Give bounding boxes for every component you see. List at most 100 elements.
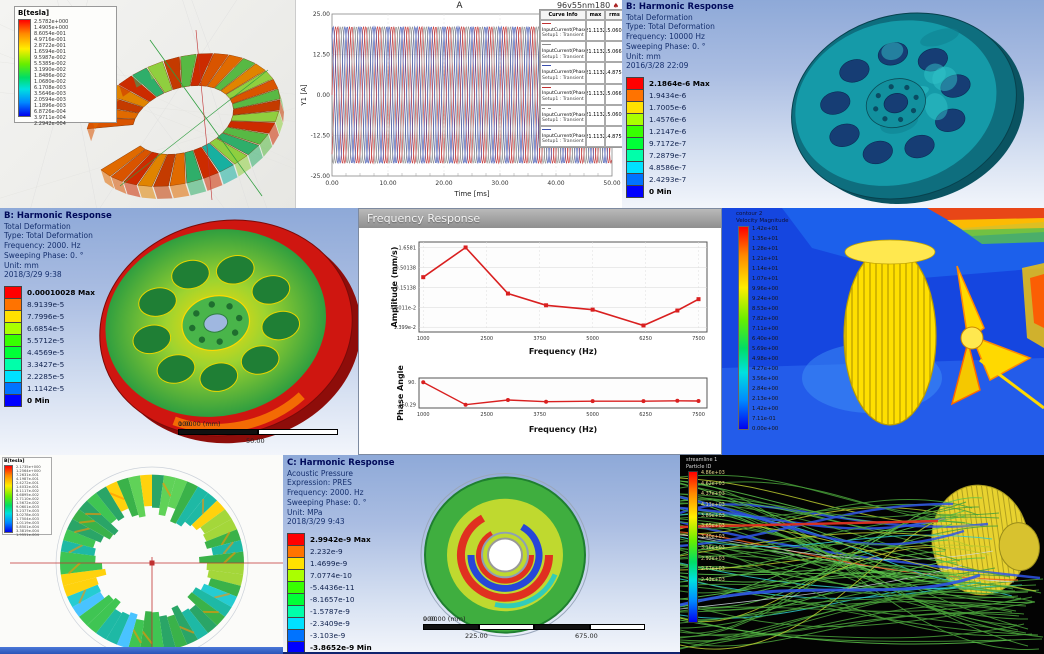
info-line: Total Deformation [4,221,71,231]
legend-entry: 1.9434e-6 [626,88,734,102]
ruler-label: 900.00 (mm) [423,615,466,623]
info-line: Sweeping Phase: 0. ° [626,41,706,51]
svg-text:3750: 3750 [533,412,546,418]
curve-max-cell: 21.1132 [586,20,605,42]
panel-harmonic-10000[interactable]: B: Harmonic Response Total Deformation Ty… [622,0,1044,208]
curve-max-cell: 21.1132 [586,126,605,148]
svg-text:5000: 5000 [586,336,599,342]
legend-value: -5.4436e-11 [310,582,355,592]
info-line: Sweeping Phase: 0. ° [4,250,84,260]
ruler-segment [178,429,258,435]
legend-entry: 9.7172e-7 [626,136,734,150]
legend-entry: 3.3427e-5 [4,357,112,371]
legend-header-line: contour 2 [736,211,763,217]
legend-entry: -5.4436e-11 [287,580,394,594]
colorbar-tick: 7.11e-01 [752,416,776,422]
colorbar-tick: 4.1987e-001 [16,477,39,481]
colorbar-tick: 4.62e+03 [701,481,725,487]
svg-text:0.00: 0.00 [317,92,331,99]
window-titlebar[interactable]: Frequency Response [359,209,721,228]
colorbar-tick: 1.07e+01 [752,276,779,282]
info-line: Frequency: 10000 Hz [626,32,705,42]
colorbar-tick: 5.2377e-003 [16,509,39,513]
result-legend: 0.00010028 Max 8.9139e-5 7.7996e-5 6.6854e-… [4,285,112,407]
panel-current-plot[interactable]: A 96v55nm180 ♠ 25.00 12.50 0.00 -12.50 -25.0… [295,0,623,208]
legend-title: B[tesla] [4,459,25,464]
colorbar-tick: 3.65e+03 [701,524,725,530]
colorbar-tick: 8.1117e-002 [16,489,39,493]
colorbar-tick: 2.7110e-002 [16,497,39,501]
legend-entry: 4.4569e-5 [4,345,112,359]
colorbar-tick: 2.67e+03 [701,567,725,573]
colorbar-tick: 3.9711e-004 [34,115,66,121]
curve-max-cell: 21.1132 [586,62,605,84]
curve-name-cell: InputCurrent(PhaseD)Setup1 : Transient [540,104,586,127]
curve-sample-icon [542,44,551,46]
colorbar-tick: 5.69e+00 [752,346,779,352]
panel-streamlines[interactable]: streamline 1 Particle ID 4.86e+03 4.62e+03… [680,455,1044,654]
panel-harmonic-2000[interactable]: B: Harmonic Response Total Deformation Ty… [0,208,358,455]
legend-entry: -3.8652e-9 Min [287,640,394,652]
info-line: Total Deformation [626,12,693,22]
table-header: Curve Info [540,10,586,20]
curve-rms-cell: 14.8750 [605,126,623,148]
svg-text:12.50: 12.50 [313,52,330,59]
rotor-field-view [10,466,283,654]
frequency-response-charts[interactable]: 1.65810.501380.151384.6011e-21.399e-2100… [359,228,721,454]
legend-header-line: streamline 1 [686,457,718,463]
colorbar-values: 2.5782e+000 1.4905e+000 8.6054e-001 4.9716e… [34,19,69,127]
plot-title: A [456,1,463,11]
info-line: Unit: MPa [287,507,323,517]
colorbar-tick: 1.1896e-003 [34,103,66,109]
panel-cfd-velocity[interactable]: contour 2 Velocity Magnitude 1.42e+01 1.35… [722,208,1044,455]
legend-value: 3.3427e-5 [27,359,65,369]
colorbar-tick: 1.8486e-002 [34,73,66,79]
legend-entry: 2.1864e-6 Max [626,76,734,90]
panel-frequency-response-window: Frequency Response 1.6581 0.50138 0.15138 4… [358,208,722,455]
result-info-lines: Acoustic Pressure Expression: PRES Frequen… [287,469,394,528]
colorbar-tick: 9.24e+00 [752,296,779,302]
legend-value: 2.232e-9 [310,546,343,556]
colorbar [18,19,31,117]
legend-swatch [287,640,305,652]
result-legend: 2.9942e-9 Max 2.232e-9 1.4699e-9 7.0774e-10… [287,532,394,652]
ruler-segment [534,624,590,630]
info-line: Frequency: 2000. Hz [287,488,364,498]
svg-text:Y1 [A]: Y1 [A] [300,84,308,106]
legend-entry: -3.103e-9 [287,628,394,642]
legend-value: -1.5787e-9 [310,606,350,616]
curve-max-cell: 21.1132 [586,41,605,63]
legend-entry: 6.6854e-5 [4,321,112,335]
colorbar-tick: 5.5385e-002 [34,61,66,67]
result-info-block: C: Harmonic Response Acoustic Pressure Ex… [287,458,394,652]
legend-entry: 2.232e-9 [287,544,394,558]
legend-value: -8.1657e-10 [310,594,355,604]
panel-field-torus[interactable]: B[tesla] 2.5782e+000 1.4905e+000 8.6054e-0… [0,0,295,208]
panel-field-rotor[interactable]: B[tesla] 2.1735e+000 1.2564e+000 7.2631e-0… [0,455,283,654]
svg-text:-12.50: -12.50 [311,133,331,140]
svg-text:50.00: 50.00 [603,180,620,187]
colorbar-tick: 2.5782e+000 [34,19,69,25]
svg-text:0.15138: 0.15138 [395,285,416,291]
legend-swatch [626,184,644,198]
svg-text:1000: 1000 [417,336,430,342]
colorbar-tick: 1.0119e-003 [16,521,39,525]
result-info-lines: Total Deformation Type: Total Deformation… [626,13,734,72]
colorbar-tick: 2.13e+00 [752,396,779,402]
panel-acoustic-pressure[interactable]: C: Harmonic Response Acoustic Pressure Ex… [283,455,680,654]
curve-name-cell: InputCurrent(PhaseF)Setup1 : Transient [540,126,586,148]
legend-value: 7.7996e-5 [27,311,65,321]
legend-value: 1.2147e-6 [649,126,687,136]
legend-entry: 2.4293e-7 [626,172,734,186]
ruler-label: 0.00 [423,615,438,623]
colorbar-tick: 2.4272e-001 [16,481,39,485]
legend-value: 9.7172e-7 [649,138,687,148]
colorbar-tick: 3.5646e-003 [34,91,66,97]
colorbar-tick: 8.6054e-001 [34,31,66,37]
colorbar-tick: 6.8726e-004 [34,109,66,115]
legend-value: 1.9434e-6 [649,90,687,100]
colorbar-tick: 7.11e+00 [752,326,779,332]
streamline-legend-header: streamline 1 Particle ID [686,457,717,470]
legend-entry: 7.0774e-10 [287,568,394,582]
